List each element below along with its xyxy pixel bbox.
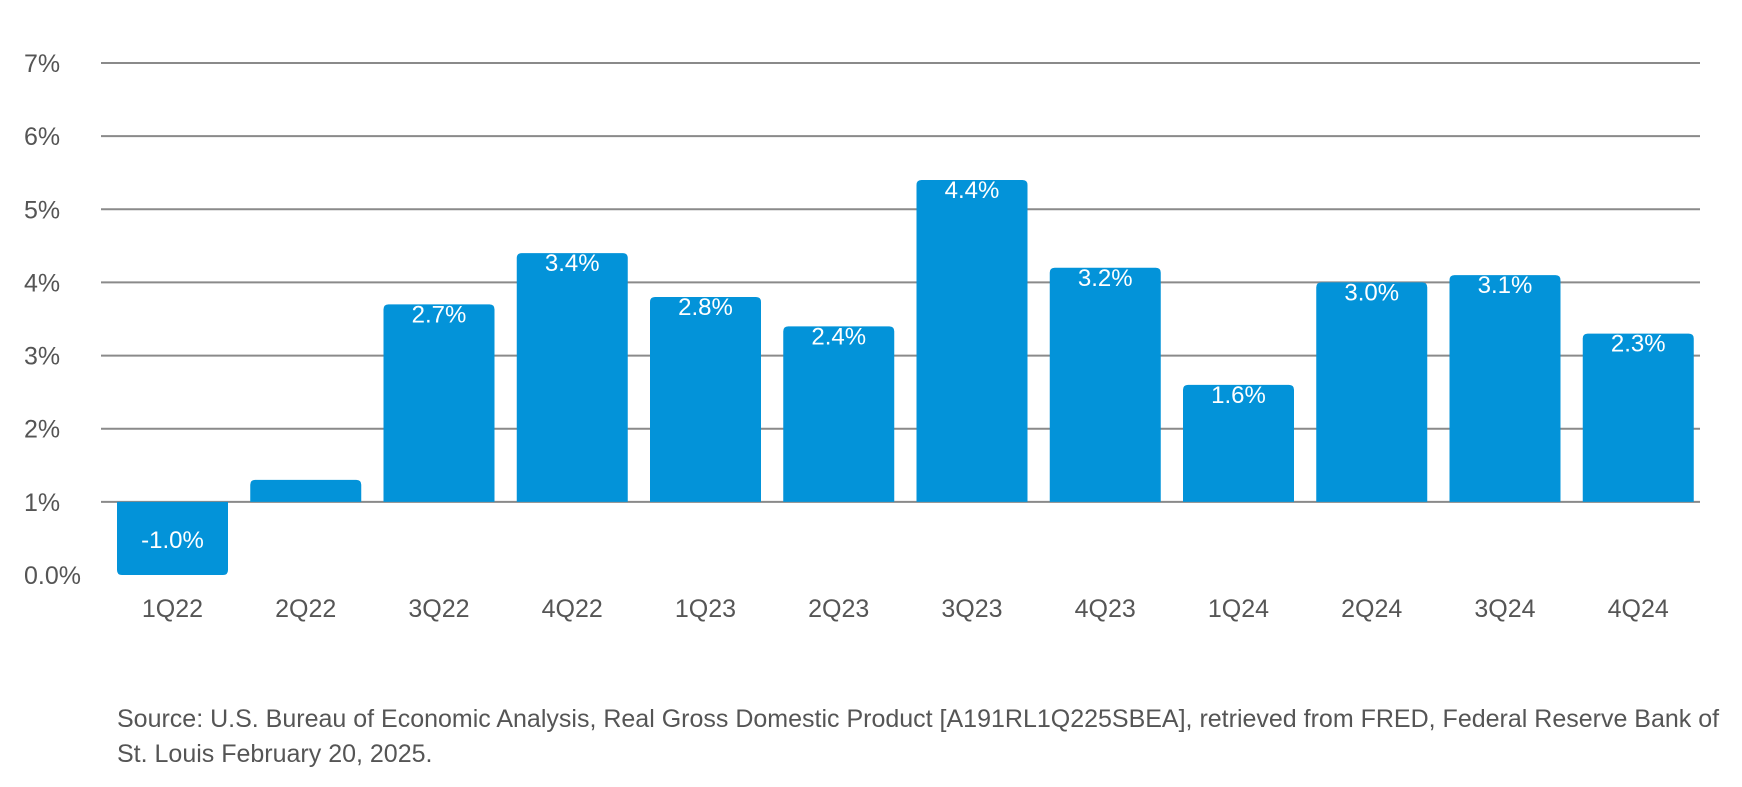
y-tick-label: 2% — [24, 416, 60, 444]
data-label: 3.1% — [1478, 272, 1533, 299]
data-label: 2.3% — [1611, 331, 1666, 358]
y-tick-label: 6% — [24, 123, 60, 151]
bar — [250, 479, 362, 502]
x-axis-ticks: 1Q22 2Q22 3Q22 4Q22 1Q23 2Q23 3Q23 4Q23 1Q24 2Q24… — [142, 595, 1669, 623]
bar — [916, 180, 1028, 502]
data-label: 3.4% — [545, 250, 600, 277]
data-label: 2.7% — [412, 301, 467, 328]
chart-svg: -1.0% .3% 2.7% 3.4% 2.8% 2.4% 4.4% 3.2% 1.6% 3.0%… — [24, 50, 1700, 623]
bar — [1582, 333, 1694, 502]
x-tick-label: 3Q23 — [941, 595, 1002, 623]
data-label: 4.4% — [945, 177, 1000, 204]
x-tick-label: 4Q24 — [1608, 595, 1669, 623]
source-note: Source: U.S. Bureau of Economic Analysis… — [117, 705, 1720, 768]
bar — [783, 326, 895, 502]
x-tick-label: 2Q23 — [808, 595, 869, 623]
data-label: 2.4% — [811, 323, 866, 350]
data-label: .3% — [285, 444, 326, 471]
bar — [1449, 275, 1561, 502]
x-tick-label: 2Q22 — [275, 595, 336, 623]
y-tick-label: 3% — [24, 343, 60, 371]
data-label: 2.8% — [678, 294, 733, 321]
gridlines — [101, 62, 1700, 503]
bar — [650, 297, 761, 502]
gdp-bar-chart: -1.0% .3% 2.7% 3.4% 2.8% 2.4% 4.4% 3.2% 1.6% 3.0%… — [24, 50, 1700, 623]
data-label: 3.0% — [1344, 279, 1399, 306]
bar — [383, 304, 495, 502]
y-tick-label: 4% — [24, 269, 60, 297]
data-label: 1.6% — [1211, 382, 1266, 409]
bar — [1049, 267, 1161, 502]
x-tick-label: 3Q22 — [408, 595, 469, 623]
data-label: 3.2% — [1078, 265, 1133, 292]
bar — [1183, 384, 1294, 502]
x-tick-label: 2Q24 — [1341, 595, 1402, 623]
x-tick-label: 3Q24 — [1474, 595, 1535, 623]
y-axis-ticks: 0.0% 1% 2% 3% 4% 5% 6% 7% — [24, 50, 81, 590]
data-labels: -1.0% .3% 2.7% 3.4% 2.8% 2.4% 4.4% 3.2% 1.6% 3.0%… — [141, 177, 1665, 554]
x-tick-label: 4Q23 — [1075, 595, 1136, 623]
bar — [117, 501, 228, 575]
bar — [516, 253, 628, 502]
data-label: -1.0% — [141, 527, 204, 554]
x-tick-label: 4Q22 — [542, 595, 603, 623]
y-tick-label: 7% — [24, 50, 60, 78]
bar — [1316, 282, 1428, 502]
x-tick-label: 1Q24 — [1208, 595, 1269, 623]
x-tick-label: 1Q23 — [675, 595, 736, 623]
y-tick-label: 1% — [24, 489, 60, 517]
y-tick-label: 5% — [24, 196, 60, 224]
y-tick-label: 0.0% — [24, 562, 81, 590]
bars — [117, 180, 1694, 575]
x-tick-label: 1Q22 — [142, 595, 203, 623]
